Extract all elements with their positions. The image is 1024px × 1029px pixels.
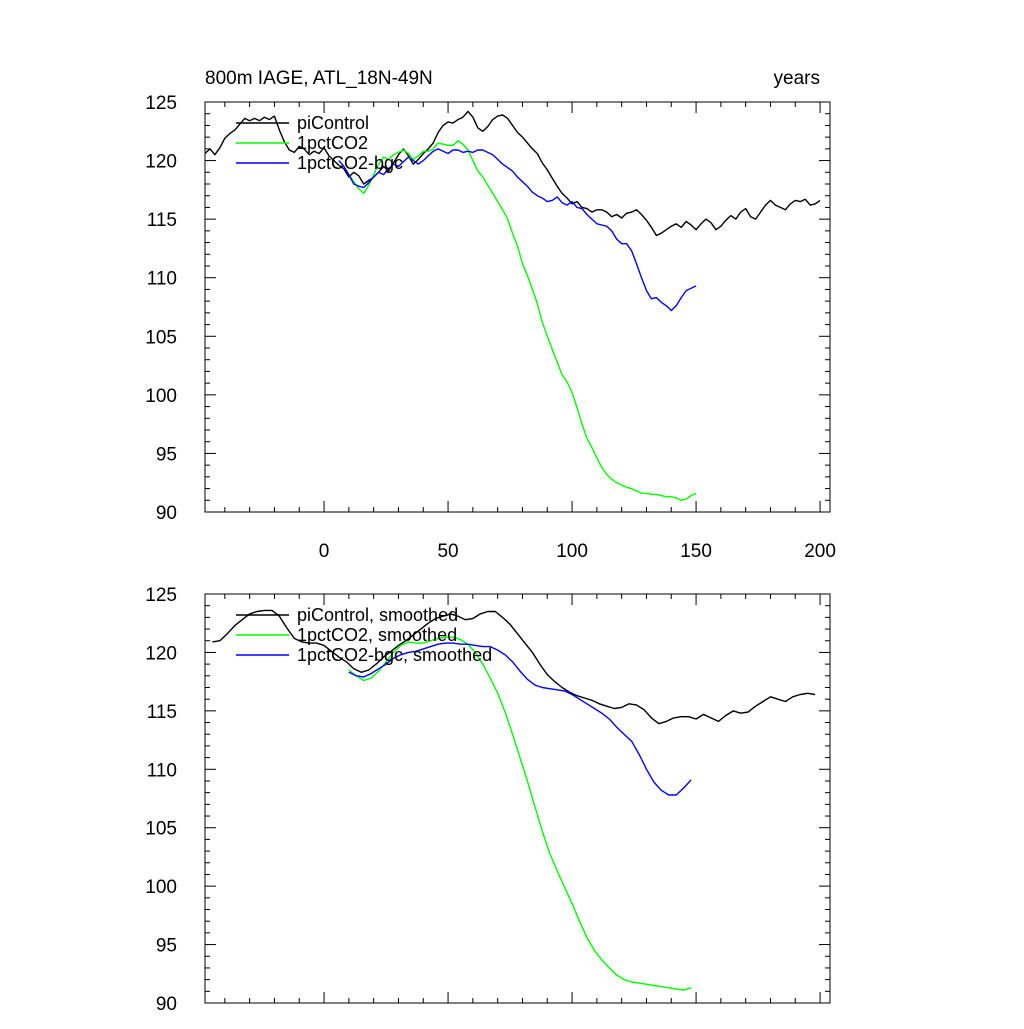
series-line-picontrol bbox=[205, 110, 821, 237]
legend-label: 1pctCO2, smoothed bbox=[297, 625, 457, 645]
plot-frame bbox=[204, 101, 831, 513]
y-tick-label: 105 bbox=[145, 819, 177, 840]
x-tick-label: 50 bbox=[437, 541, 458, 562]
series-line-1pctco2 bbox=[348, 139, 697, 501]
series-line-picontrol-smoothed bbox=[212, 609, 816, 725]
chart-panel-2: 90 95 100 105 110 115 120 125 piControl, smoothe… bbox=[145, 585, 831, 1015]
y-tick-label: 100 bbox=[145, 877, 177, 898]
y-tick-label: 95 bbox=[156, 444, 177, 465]
legend-label: piControl bbox=[297, 113, 369, 133]
chart-units-label: years bbox=[774, 68, 820, 89]
y-tick-label: 110 bbox=[147, 269, 177, 290]
series-line-1pctco2-bgc bbox=[338, 148, 697, 312]
y-tick-label: 120 bbox=[145, 152, 177, 173]
y-tick-label: 115 bbox=[147, 702, 177, 723]
y-tick-label: 125 bbox=[145, 93, 177, 114]
y-tick-label: 90 bbox=[156, 994, 177, 1015]
y-tick-label: 110 bbox=[147, 760, 177, 781]
x-tick-label: 150 bbox=[680, 541, 712, 562]
chart-title: 800m IAGE, ATL_18N-49N bbox=[205, 68, 433, 89]
x-tick-label: 100 bbox=[556, 541, 588, 562]
chart-panel-1: 90 95 100 105 110 115 120 125 0 50 100 150 200 800m I… bbox=[145, 68, 836, 562]
y-tick-label: 95 bbox=[156, 936, 177, 957]
x-tick-label: 200 bbox=[804, 541, 836, 562]
series-group bbox=[212, 609, 816, 991]
legend-label: piControl, smoothed bbox=[297, 605, 458, 625]
legend-label: 1pctCO2 bbox=[297, 133, 368, 153]
series-line-1pctco2-bgc-smoothed bbox=[348, 642, 692, 796]
series-line-1pctco2-smoothed bbox=[348, 636, 692, 991]
y-tick-label: 100 bbox=[145, 386, 177, 407]
x-tick-label: 0 bbox=[319, 541, 330, 562]
y-tick-label: 105 bbox=[145, 327, 177, 348]
y-tick-label: 120 bbox=[145, 643, 177, 664]
y-tick-label: 115 bbox=[147, 210, 177, 231]
plot-frame bbox=[204, 593, 831, 1004]
y-tick-label: 90 bbox=[156, 503, 177, 524]
y-tick-label: 125 bbox=[145, 585, 177, 606]
legend-label: 1pctCO2-bgc bbox=[297, 153, 403, 173]
series-group bbox=[205, 110, 821, 501]
legend-label: 1pctCO2-bgc, smoothed bbox=[297, 645, 492, 665]
